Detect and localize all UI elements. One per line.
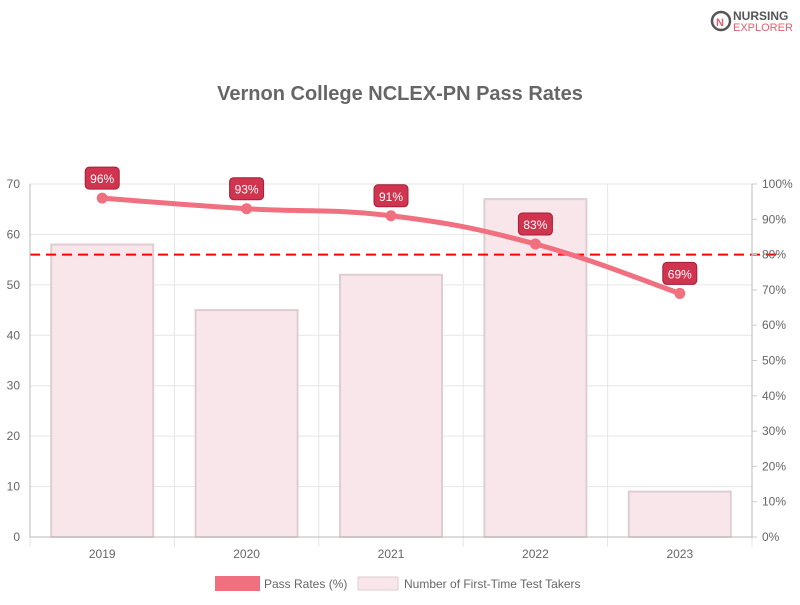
x-tick-label: 2023 [666,547,693,561]
y-right-tick-label: 70% [762,283,786,297]
pass-rate-point [96,192,108,204]
y-right-tick-label: 40% [762,389,786,403]
data-label: 83% [523,218,547,232]
chart-title: Vernon College NCLEX-PN Pass Rates [217,83,583,105]
data-label-box [517,212,553,236]
legend-label-test-takers[interactable]: Number of First-Time Test Takers [404,577,580,591]
data-label: 91% [379,190,403,204]
y-right-tick-label: 90% [762,212,786,226]
data-label-box [373,184,409,208]
pass-rate-point [241,203,253,215]
x-tick-label: 2020 [233,547,260,561]
y-right-tick-label: 10% [762,495,786,509]
logo-mark: N [716,17,724,29]
legend-swatch-pass-rates [215,576,260,591]
bar [50,243,155,538]
data-label-box [229,177,265,201]
data-label: 69% [668,267,692,281]
bar [194,309,299,539]
data-label-box [662,261,698,285]
y-left-tick-label: 0 [13,530,20,544]
y-left-tick-label: 70 [7,177,21,191]
logo-icon [710,10,732,32]
data-label-box [84,166,120,190]
y-right-tick-label: 20% [762,459,786,473]
y-left-tick-label: 30 [7,379,21,393]
legend-swatch-test-takers [357,576,399,591]
y-right-tick-label: 50% [762,354,786,368]
legend: Pass Rates (%) Number of First-Time Test… [215,576,580,591]
data-label: 93% [235,183,259,197]
logo-line1: NURSING [733,9,788,23]
pass-rate-point [529,238,541,250]
y-right-tick-label: 80% [762,248,786,262]
y-right-tick-label: 60% [762,318,786,332]
y-left-tick-label: 40 [7,328,21,342]
y-left-tick-label: 20 [7,429,21,443]
y-left-tick-label: 50 [7,278,21,292]
y-left-tick-label: 10 [7,480,21,494]
pass-rate-point [385,210,397,222]
pass-rate-point [674,287,686,299]
logo-line2: EXPLORER [733,22,793,34]
bar [483,198,588,538]
y-right-tick-label: 0% [762,530,780,544]
legend-label-pass-rates[interactable]: Pass Rates (%) [264,577,347,591]
logo: N NURSING EXPLORER [710,9,793,34]
y-right-tick-label: 100% [762,177,793,191]
y-right-tick-label: 30% [762,424,786,438]
x-tick-label: 2019 [89,547,116,561]
bar [627,490,732,539]
bar [339,273,443,538]
y-left-tick-label: 60 [7,227,21,241]
x-tick-label: 2022 [522,547,549,561]
x-tick-label: 2021 [378,547,405,561]
data-label: 96% [90,172,114,186]
